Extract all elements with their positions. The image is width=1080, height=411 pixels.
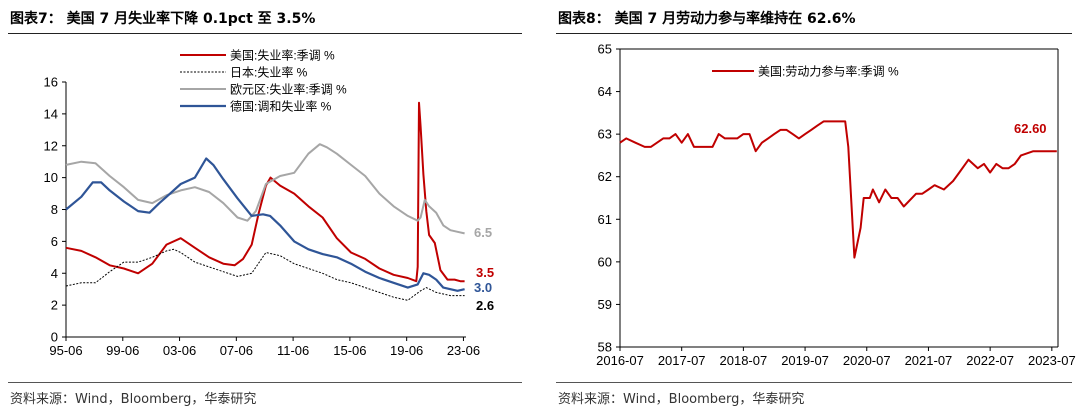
series-line [65,248,465,301]
y-tick-label: 64 [598,84,612,99]
series-line [619,120,1057,259]
y-tick-label: 4 [51,266,58,281]
left-source-note: 资料来源：Wind，Bloomberg，华泰研究 [10,392,257,407]
x-tick-label: 99-06 [106,343,139,358]
x-tick-label: 2021-07 [905,353,953,368]
y-tick-label: 14 [44,106,58,121]
legend-label: 日本:失业率 % [230,65,308,80]
x-tick-label: 2023-07 [1028,353,1076,368]
y-tick-label: 65 [598,42,612,57]
y-tick-label: 12 [44,138,58,153]
right-title-rule [556,33,1072,34]
x-tick-label: 2017-07 [658,353,706,368]
series-end-label: 3.5 [476,265,494,280]
left-title-rule [8,33,522,34]
x-tick-label: 11-06 [277,343,309,358]
series-line [65,101,465,283]
x-tick-label: 2020-07 [843,353,891,368]
y-tick-label: 63 [598,127,612,142]
x-tick-label: 95-06 [49,343,82,358]
y-tick-label: 60 [598,254,612,269]
left-chart-panel: 图表7： 美国 7 月失业率下降 0.1pct 至 3.5% 0 2 4 6 8 10 12… [0,0,530,411]
x-tick-label: 2016-07 [596,353,644,368]
series-end-label: 3.0 [474,280,492,295]
x-tick-label: 2022-07 [966,353,1014,368]
left-source-rule [8,382,522,383]
series-end-label: 6.5 [474,225,492,240]
y-tick-label: 6 [51,234,58,249]
series-line [65,157,465,292]
x-tick-label: 07-06 [220,343,253,358]
legend-label: 欧元区:失业率:季调 % [230,82,347,97]
y-tick-label: 58 [598,340,612,355]
left-chart: 0 2 4 6 8 10 12 14 16 95-06 99-06 03-06 07-06 11-06 15… [44,48,495,359]
y-tick-label: 8 [51,202,58,217]
series-line [65,143,465,235]
y-tick-label: 0 [51,330,58,345]
right-chart-panel: 图表8： 美国 7 月劳动力参与率维持在 62.6% 58 59 60 61 62 63 6… [548,0,1080,411]
right-source-note: 资料来源：Wind，Bloomberg，华泰研究 [558,392,805,407]
y-tick-label: 16 [44,75,58,90]
left-chart-title: 图表7： 美国 7 月失业率下降 0.1pct 至 3.5% [10,11,316,27]
right-source-rule [556,382,1072,383]
y-tick-label: 61 [598,212,612,227]
legend-label: 美国:失业率:季调 % [230,48,335,63]
y-tick-label: 2 [51,298,58,313]
series-end-label: 62.60 [1014,121,1047,136]
x-tick-label: 19-06 [390,343,423,358]
x-tick-label: 03-06 [163,343,196,358]
series-end-label: 2.6 [476,298,494,313]
y-tick-label: 10 [44,170,58,185]
y-tick-label: 59 [598,297,612,312]
y-tick-label: 62 [598,169,612,184]
right-chart: 58 59 60 61 62 63 64 65 2016-07 2017-07 2018-07 201… [596,42,1076,369]
legend-label: 德国:调和失业率 % [230,99,332,114]
x-tick-label: 2018-07 [720,353,768,368]
x-tick-label: 2019-07 [781,353,829,368]
x-tick-label: 23-06 [447,343,480,358]
legend-label: 美国:劳动力参与率:季调 % [758,64,899,79]
right-chart-title: 图表8： 美国 7 月劳动力参与率维持在 62.6% [558,11,856,27]
x-tick-label: 15-06 [333,343,366,358]
